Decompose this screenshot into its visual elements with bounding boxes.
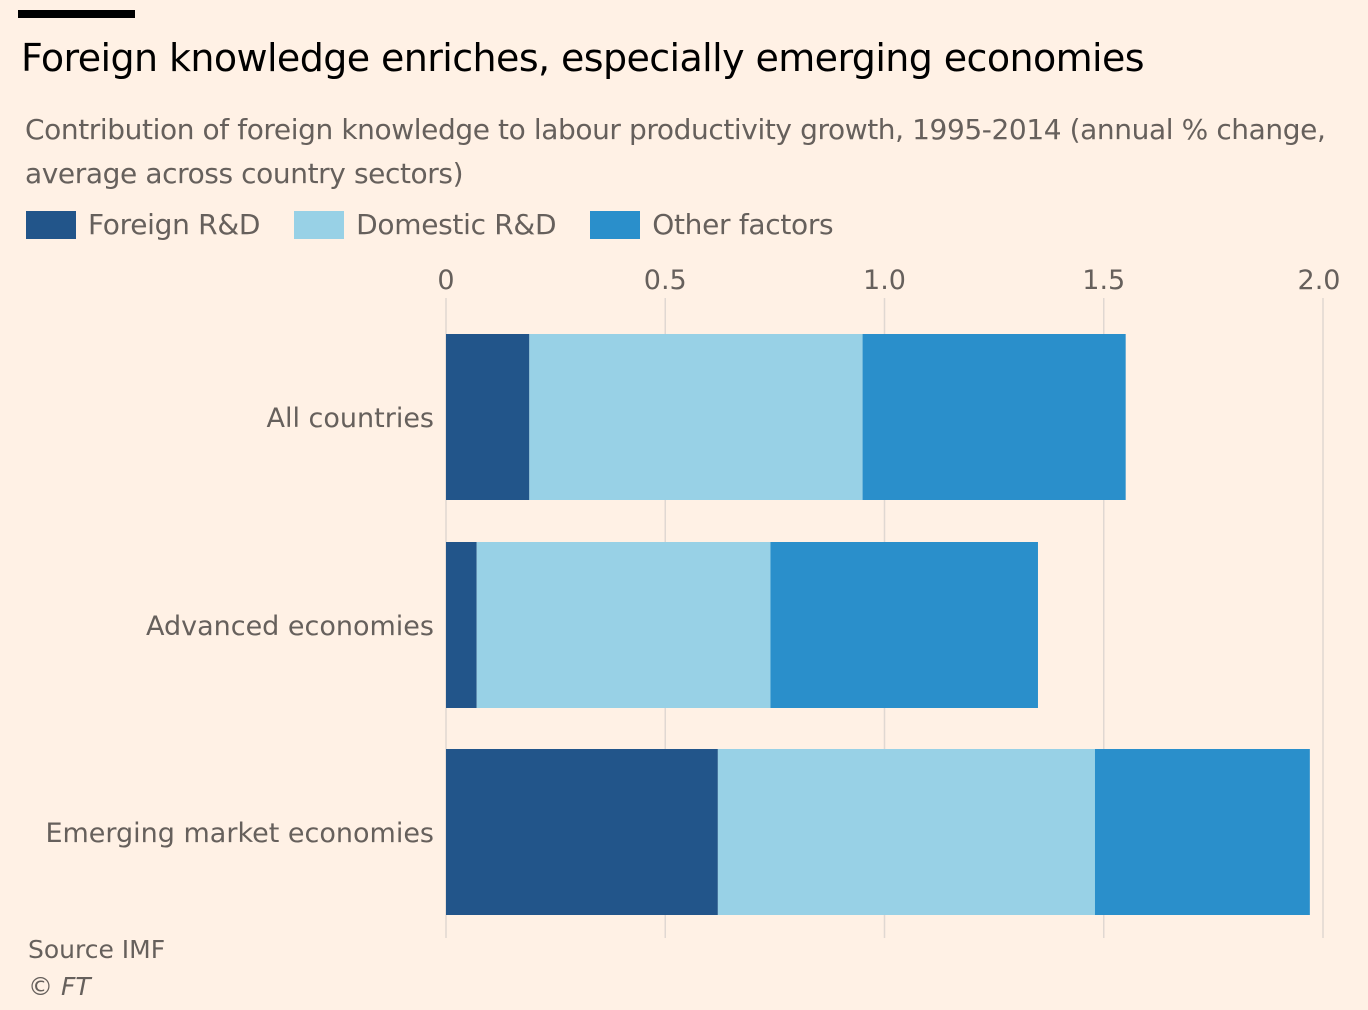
- x-tick-label: 1.0: [863, 265, 906, 296]
- bar-segment-domestic-r-d: [476, 542, 771, 708]
- legend-item-foreign-rd: Foreign R&D: [26, 208, 260, 241]
- x-tick-label: 0.5: [644, 265, 687, 296]
- source-note: Source IMF: [28, 935, 166, 964]
- category-labels: All countries Advanced economies Emerging …: [45, 403, 434, 849]
- chart-title: Foreign knowledge enriches, especially e…: [21, 36, 1145, 80]
- category-label: All countries: [266, 403, 434, 434]
- bar-segment-domestic-r-d: [717, 749, 1095, 915]
- x-tick-label: 2.0: [1298, 265, 1341, 296]
- bars: [446, 334, 1310, 915]
- chart-subtitle: Contribution of foreign knowledge to lab…: [25, 113, 1326, 190]
- bar-segment-other-factors: [1094, 749, 1310, 915]
- bar-segment-foreign-r-d: [446, 542, 477, 708]
- bar-segment-other-factors: [770, 542, 1038, 708]
- x-tick-labels: 0 0.5 1.0 1.5 2.0: [437, 265, 1340, 296]
- category-label: Emerging market economies: [45, 818, 434, 849]
- bar-segment-domestic-r-d: [529, 334, 863, 500]
- bar-segment-other-factors: [862, 334, 1126, 500]
- x-tick-label: 1.5: [1082, 265, 1125, 296]
- legend: Foreign R&D Domestic R&D Other factors: [26, 208, 867, 241]
- legend-item-other-factors: Other factors: [590, 208, 834, 241]
- legend-item-domestic-rd: Domestic R&D: [294, 208, 557, 241]
- legend-swatch-foreign-rd: [26, 210, 76, 239]
- bar-segment-foreign-r-d: [446, 334, 530, 500]
- legend-label-domestic-rd: Domestic R&D: [356, 208, 557, 241]
- bar-segment-foreign-r-d: [446, 749, 718, 915]
- copyright-note: © FT: [28, 972, 91, 1001]
- legend-label-other-factors: Other factors: [652, 208, 834, 241]
- legend-swatch-domestic-rd: [294, 210, 345, 239]
- x-tick-label: 0: [437, 265, 454, 296]
- legend-label-foreign-rd: Foreign R&D: [88, 208, 261, 241]
- ft-header-bar: [18, 10, 135, 18]
- legend-swatch-other-factors: [590, 210, 641, 239]
- category-label: Advanced economies: [146, 611, 434, 642]
